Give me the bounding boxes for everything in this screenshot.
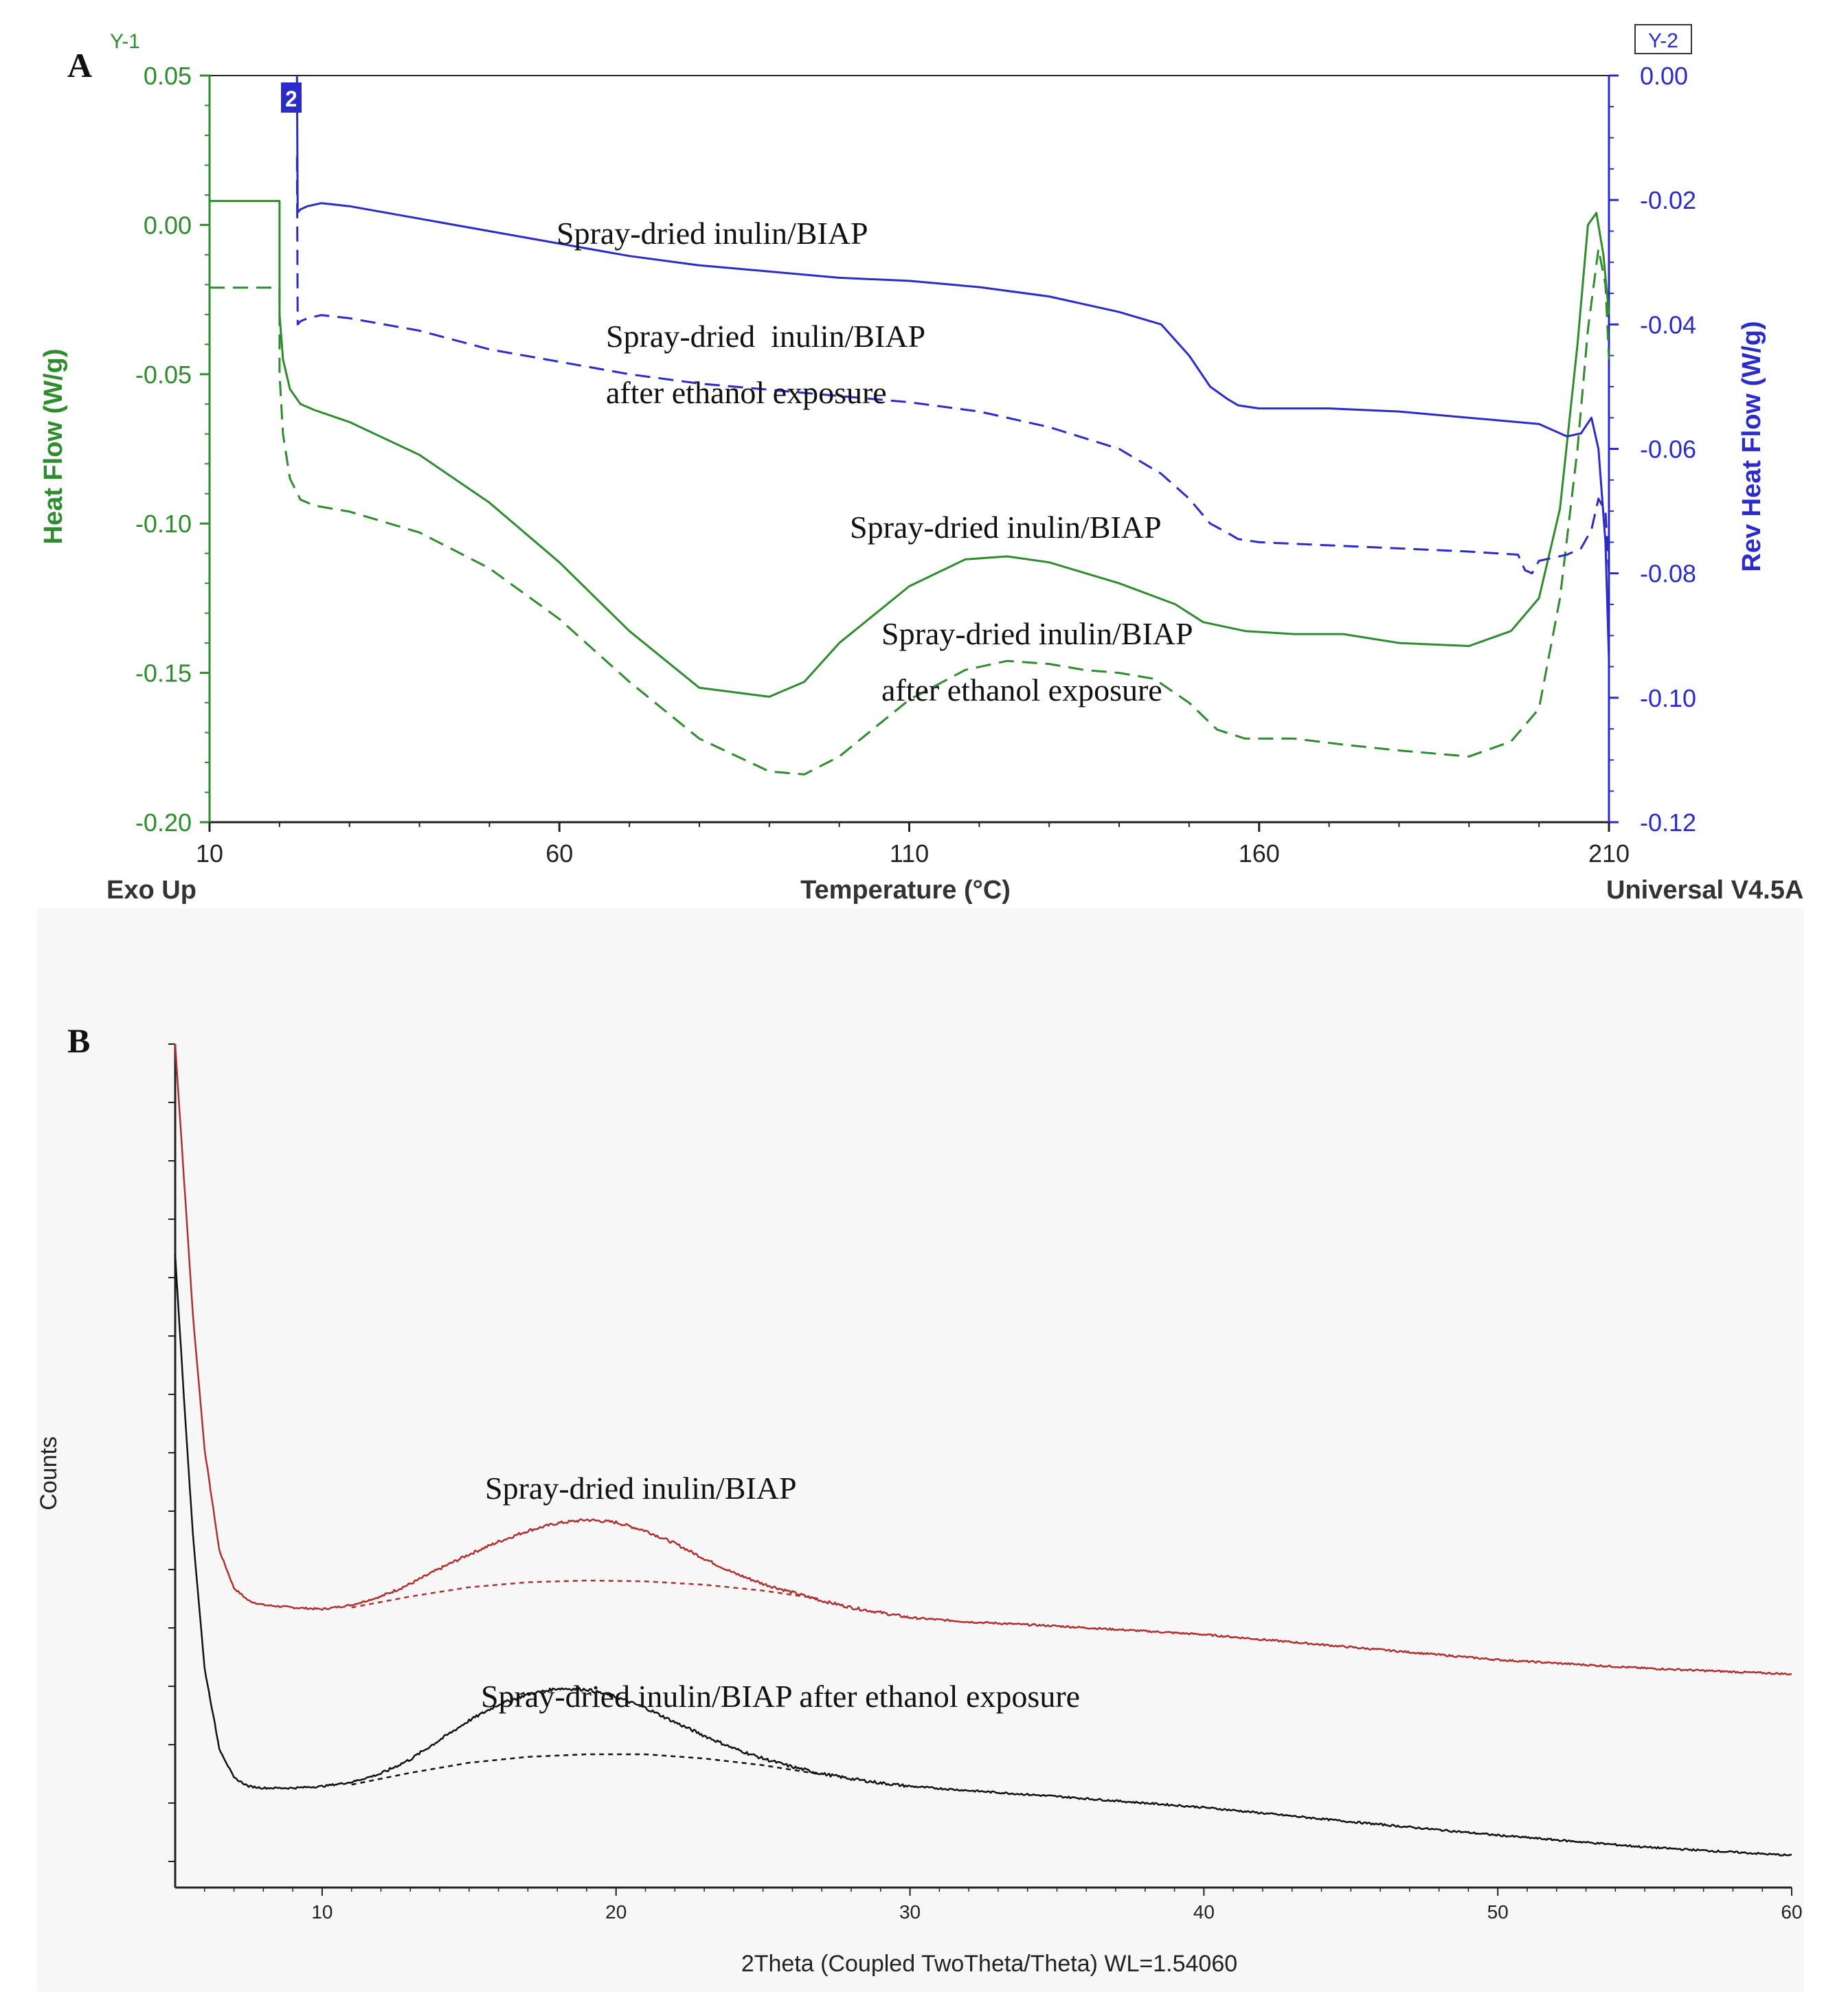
y1-tick-label: 0.05 xyxy=(144,62,192,90)
exo-up-label: Exo Up xyxy=(106,876,196,905)
panel-b-label: B xyxy=(67,1021,90,1060)
y1-marker: Y-1 xyxy=(110,30,140,53)
y1-axis-title: Heat Flow (W/g) xyxy=(39,349,68,545)
y2-tick-label: -0.04 xyxy=(1640,310,1696,339)
y2-tick-label: -0.12 xyxy=(1640,808,1696,837)
rev-heat-flow-dashed-line xyxy=(295,156,1610,575)
software-version-label: Universal V4.5A xyxy=(1606,876,1803,905)
annotation-hf-dashed-line2: after ethanol exposure xyxy=(881,672,1162,707)
plot-b-x-tick-label: 50 xyxy=(1487,1901,1509,1923)
y1-tick-group: 0.05 0.00 -0.05 -0.10 -0.15 -0.20 xyxy=(135,62,210,837)
y2-marker-box xyxy=(1634,24,1692,54)
panel-a-label: A xyxy=(67,46,92,84)
plot-b-x-tick-label: 10 xyxy=(311,1901,333,1923)
y2-tick-label: 0.00 xyxy=(1640,62,1688,90)
panel-b-xrd-chart: B 10 20 30 40 50 60 Counts 2Theta (Coupled Tw… xyxy=(36,908,1803,1992)
panel-b-series-group xyxy=(174,1043,1792,1857)
annotation-hf-dashed-line1: Spray-dried inulin/BIAP xyxy=(881,616,1193,651)
x-tick-label: 10 xyxy=(196,839,223,868)
x-tick-label: 210 xyxy=(1588,839,1630,868)
plot-b-x-axis-title: 2Theta (Coupled TwoTheta/Theta) WL=1.540… xyxy=(741,1951,1237,1977)
xrd-red-pattern xyxy=(174,1043,1792,1676)
y2-marker: Y-2 xyxy=(1648,30,1678,52)
y2-tick-label: -0.06 xyxy=(1640,435,1696,464)
plot-b-x-tick-label: 20 xyxy=(605,1901,627,1923)
y1-tick-label: -0.20 xyxy=(135,808,192,837)
plot-b-y-axis-title: Counts xyxy=(36,1436,62,1510)
plot-b-y-tick-group xyxy=(168,1043,175,1862)
annotation-rev-solid: Spray-dried inulin/BIAP xyxy=(556,216,868,251)
y2-tick-label: -0.10 xyxy=(1640,684,1696,712)
xrd-red-baseline xyxy=(351,1579,822,1609)
annotation-hf-solid: Spray-dried inulin/BIAP xyxy=(850,510,1162,545)
y2-axis-title: Rev Heat Flow (W/g) xyxy=(1737,321,1766,571)
y1-tick-label: -0.05 xyxy=(135,361,192,389)
y2-tick-label: -0.02 xyxy=(1640,186,1696,214)
heat-flow-dashed-line xyxy=(210,247,1610,775)
rev-heat-flow-solid-line xyxy=(295,75,1610,661)
y1-tick-label: 0.00 xyxy=(144,211,192,239)
y2-tick-group: 0.00 -0.02 -0.04 -0.06 -0.08 -0.10 -0.12 xyxy=(1609,62,1696,837)
x-tick-label: 110 xyxy=(890,839,929,868)
plot-b-x-tick-label: 40 xyxy=(1193,1901,1215,1923)
plot-b-x-tick-label: 30 xyxy=(899,1901,921,1923)
y2-tick-label: -0.08 xyxy=(1640,560,1696,588)
xrd-black-pattern xyxy=(174,1254,1792,1857)
x-axis-title: Temperature (°C) xyxy=(800,876,1011,905)
cursor-marker-label: 2 xyxy=(285,87,297,111)
annotation-rev-dashed-line1: Spray-dried inulin/BIAP xyxy=(606,319,925,354)
annotation-xrd-black: Spray-dried inulin/BIAP after ethanol ex… xyxy=(481,1679,1080,1714)
panel-a-series-group xyxy=(210,75,1610,775)
plot-b-x-tick-group: 10 20 30 40 50 60 xyxy=(204,1888,1803,1923)
y1-tick-label: -0.10 xyxy=(135,510,192,538)
x-tick-label: 60 xyxy=(545,839,573,868)
heat-flow-solid-line xyxy=(210,200,1610,698)
xrd-black-baseline xyxy=(351,1753,822,1786)
y1-tick-label: -0.15 xyxy=(135,659,192,688)
x-tick-label: 160 xyxy=(1239,839,1280,868)
annotation-xrd-red: Spray-dried inulin/BIAP xyxy=(485,1471,797,1506)
plot-b-x-tick-label: 60 xyxy=(1781,1901,1802,1923)
panel-b-background xyxy=(38,908,1803,1992)
annotation-rev-dashed-line2: after ethanol exposure xyxy=(606,375,887,410)
panel-a-dsc-chart: A 0.05 0.00 -0.05 -0.10 -0.15 -0.20 0.00 -0.02… xyxy=(39,24,1803,905)
x-tick-group: 10 60 110 160 210 xyxy=(196,822,1630,868)
